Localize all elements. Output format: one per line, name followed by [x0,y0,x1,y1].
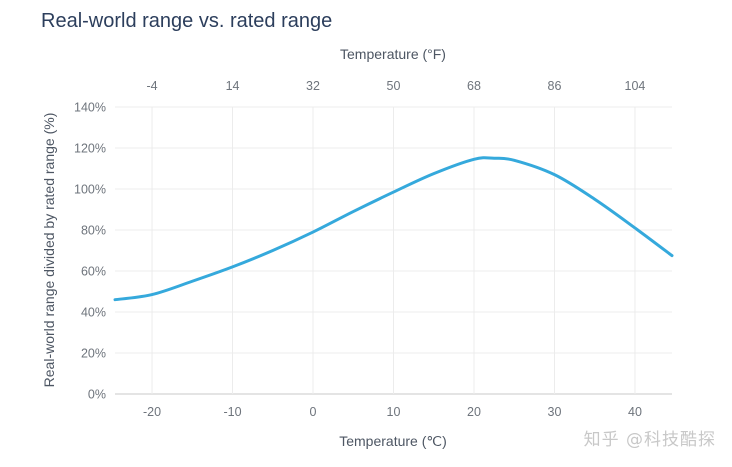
top-x-tick-label: 68 [467,79,481,93]
top-x-tick-label: 50 [387,79,401,93]
y-tick-label: 40% [81,306,106,320]
y-tick-label: 60% [81,265,106,279]
x-tick-label: -20 [143,405,161,419]
x-tick-label: -10 [223,405,241,419]
x-tick-label: 10 [387,405,401,419]
y-tick-label: 140% [74,101,106,115]
y-axis-ticks: 0% 20% 40% 60% 80% 100% 120% 140% [74,101,106,402]
x-tick-label: 30 [548,405,562,419]
y-tick-label: 20% [81,347,106,361]
top-x-tick-label: 14 [226,79,240,93]
top-x-axis-ticks: -4 14 32 50 68 86 104 [146,79,645,93]
y-tick-label: 100% [74,183,106,197]
top-x-tick-label: 32 [306,79,320,93]
y-tick-label: 120% [74,142,106,156]
x-axis-title: Temperature (℃) [339,433,447,449]
watermark: 知乎 @科技酷探 [583,430,716,450]
x-tick-label: 40 [628,405,642,419]
top-x-tick-label: -4 [146,79,157,93]
top-x-tick-label: 86 [548,79,562,93]
y-tick-label: 0% [88,388,106,402]
x-tick-label: 20 [467,405,481,419]
x-axis-ticks: -20 -10 0 10 20 30 40 [143,405,642,419]
chart-title: Real-world range vs. rated range [41,10,332,32]
y-axis-title: Real-world range divided by rated range … [41,113,57,388]
top-x-axis-title: Temperature (°F) [340,46,446,62]
y-tick-label: 80% [81,224,106,238]
series-line [113,156,674,302]
x-tick-label: 0 [310,405,317,419]
grid [115,106,672,395]
top-x-tick-label: 104 [625,79,646,93]
series-layer [113,156,674,302]
